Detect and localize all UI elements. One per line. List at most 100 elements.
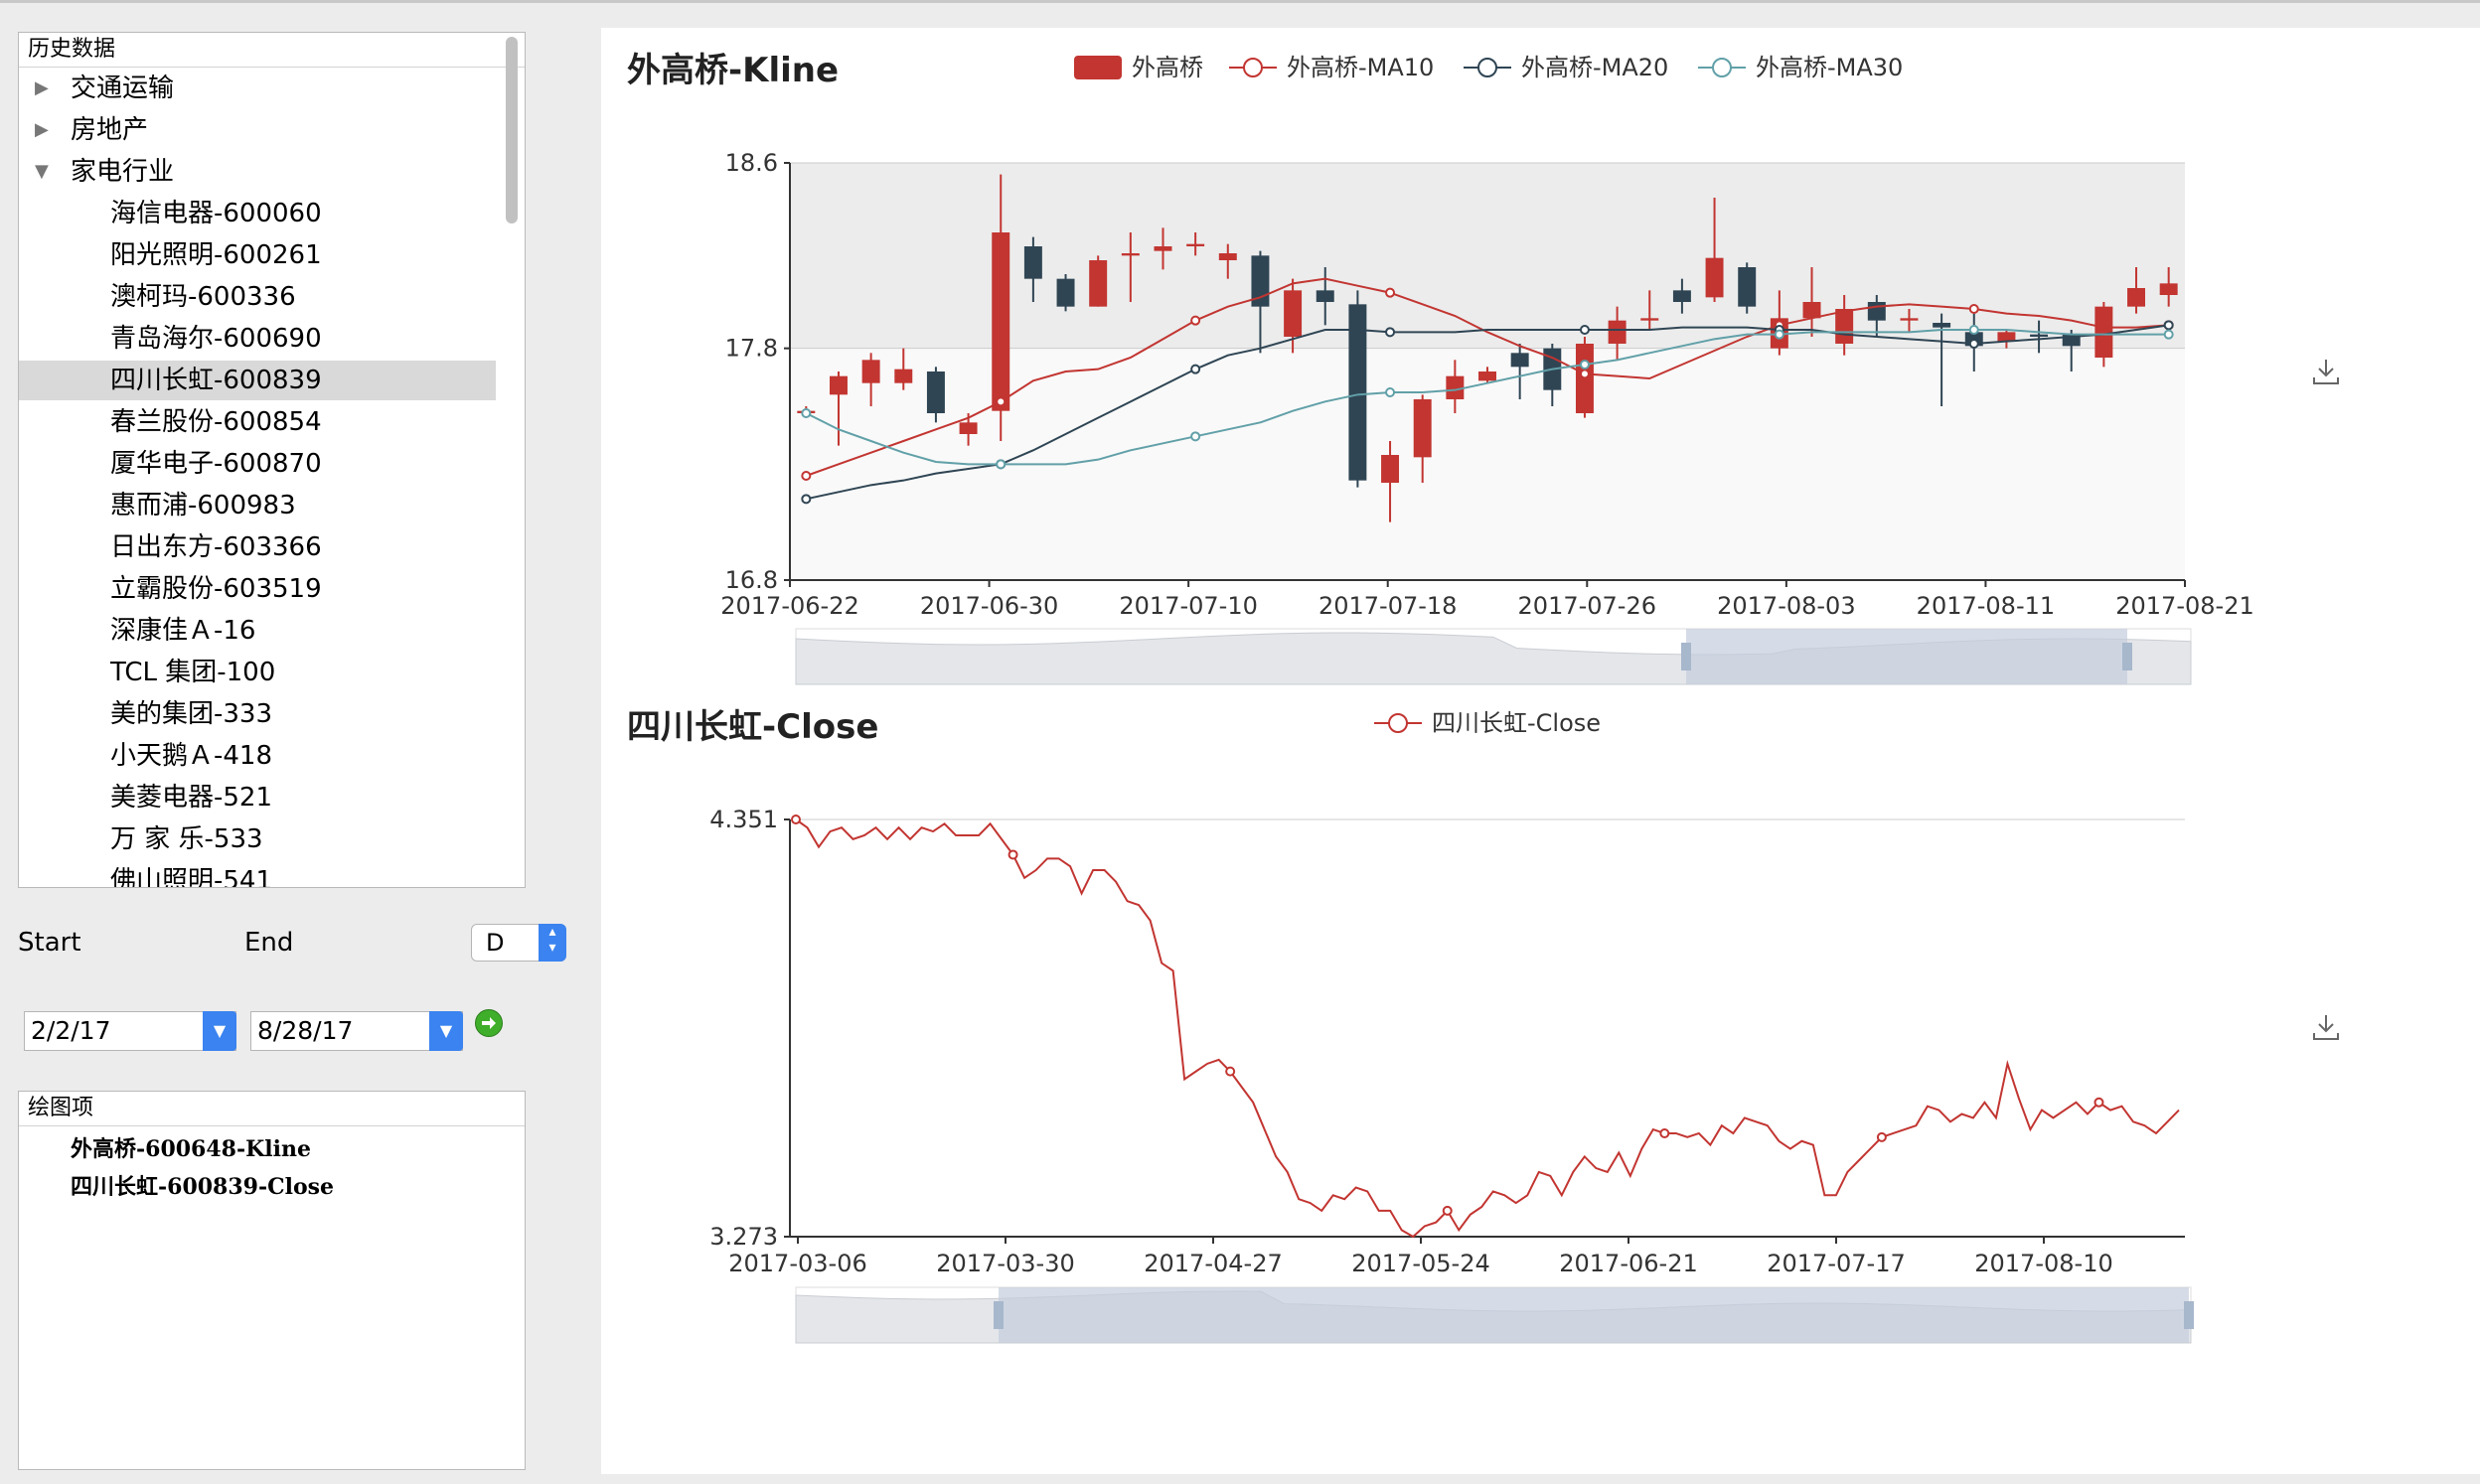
legend-marker xyxy=(1477,58,1497,77)
candle-body xyxy=(1316,290,1334,302)
close-point xyxy=(1659,1127,1670,1138)
tree-category-交通运输[interactable]: ▶ 交通运输 xyxy=(19,69,496,108)
datazoom-window xyxy=(999,1287,2189,1343)
plot-item[interactable]: 四川长虹-600839-Close xyxy=(71,1174,335,1200)
tree-item-stock-selected[interactable]: 四川长虹-600839 xyxy=(19,361,496,400)
legend-label: 外高桥-MA30 xyxy=(1756,54,1903,81)
tree-category-家电行业[interactable]: ▼ 家电行业 xyxy=(19,152,496,192)
tree-item-stock[interactable]: 青岛海尔-600690 xyxy=(19,319,496,359)
tree-header: 历史数据 xyxy=(19,33,525,68)
x-tick-label: 2017-06-30 xyxy=(920,592,1058,620)
candle-body xyxy=(894,369,913,383)
datazoom-handle xyxy=(1681,643,1691,670)
split-area-band xyxy=(790,163,2185,349)
download-icon[interactable] xyxy=(2310,1011,2342,1043)
candle-body xyxy=(1738,267,1757,307)
candle-body xyxy=(1933,323,1951,328)
x-tick-label: 2017-07-10 xyxy=(1119,592,1257,620)
datazoom-window xyxy=(1686,629,2127,684)
tree-scrollbar-thumb[interactable] xyxy=(506,37,518,223)
chevron-down-icon[interactable]: ▼ xyxy=(429,1011,463,1051)
datazoom-handle xyxy=(2184,1301,2194,1329)
candle-body xyxy=(959,422,978,434)
tree-item-stock[interactable]: TCL 集团-100 xyxy=(19,653,496,692)
updown-arrows-icon[interactable]: ▴ ▾ xyxy=(539,924,566,962)
tree-item-stock[interactable]: 海信电器-600060 xyxy=(19,194,496,233)
candle-body xyxy=(1284,290,1303,337)
tree-item-label: 深康佳Ａ-16 xyxy=(110,616,256,646)
tree-item-stock[interactable]: 澳柯玛-600336 xyxy=(19,277,496,317)
chart-title: 四川长虹-Close xyxy=(627,707,878,747)
datazoom-handle xyxy=(994,1301,1004,1329)
candle-body xyxy=(2062,334,2081,347)
candle-body xyxy=(1705,257,1724,298)
tree-item-label: 海信电器-600060 xyxy=(110,199,322,228)
tree-item-stock[interactable]: 日出东方-603366 xyxy=(19,527,496,567)
ma-point xyxy=(1774,329,1784,340)
close-point xyxy=(1876,1131,1887,1142)
tree-category-label: 交通运输 xyxy=(71,74,175,103)
tree-item-stock[interactable]: 万 家 乐-533 xyxy=(19,819,496,859)
start-date-field[interactable]: 2/2/17 ▼ xyxy=(24,1011,236,1051)
chevron-down-icon[interactable]: ▼ xyxy=(203,1011,236,1051)
ma-point xyxy=(801,408,812,418)
candle-body xyxy=(2094,306,2113,358)
tree-item-label: 小天鹅Ａ-418 xyxy=(110,741,273,771)
tree-category-房地产[interactable]: ▶ 房地产 xyxy=(19,110,496,150)
ma-point xyxy=(1579,369,1590,379)
tree-category-label: 房地产 xyxy=(71,115,149,145)
tree-item-stock[interactable]: 美菱电器-521 xyxy=(19,778,496,817)
tree-item-stock[interactable]: 阳光照明-600261 xyxy=(19,235,496,275)
y-tick-label: 17.8 xyxy=(725,335,778,363)
plot-item[interactable]: 外高桥-600648-Kline xyxy=(71,1136,311,1162)
tree-scrollbar[interactable] xyxy=(501,35,523,885)
x-tick-label: 2017-08-03 xyxy=(1717,592,1855,620)
tree-item-stock[interactable]: 立霸股份-603519 xyxy=(19,569,496,609)
close-point xyxy=(1008,849,1018,860)
tree-item-label: 惠而浦-600983 xyxy=(110,491,296,520)
candle-body xyxy=(2030,334,2049,337)
legend-candle-swatch xyxy=(1074,56,1122,79)
datazoom-handle xyxy=(2122,643,2132,670)
period-select[interactable]: D ▴ ▾ xyxy=(471,924,566,962)
candle-body xyxy=(1089,260,1108,307)
y-tick-label: 18.6 xyxy=(725,149,778,177)
x-tick-label: 2017-05-24 xyxy=(1351,1250,1489,1277)
candle-body xyxy=(1478,371,1496,381)
chart-area: 外高桥-Kline 外高桥 外高桥-MA10 外高桥-MA20 外高桥-MA30 18.6… xyxy=(601,28,2480,1474)
tree-item-label: 立霸股份-603519 xyxy=(110,574,322,604)
end-date-field[interactable]: 8/28/17 ▼ xyxy=(250,1011,463,1051)
tree-item-stock[interactable]: 惠而浦-600983 xyxy=(19,486,496,525)
tree-category-label: 家电行业 xyxy=(71,157,175,187)
candle-body xyxy=(992,232,1010,411)
expanded-triangle-icon[interactable]: ▼ xyxy=(35,161,49,182)
x-tick-label: 2017-07-17 xyxy=(1767,1250,1905,1277)
candle-body xyxy=(861,360,880,383)
legend-label: 外高桥 xyxy=(1132,54,1203,81)
go-button[interactable] xyxy=(475,1009,503,1037)
tree-item-stock[interactable]: 佛山照明-541 xyxy=(19,861,496,887)
candle-body xyxy=(1023,246,1042,279)
ma-point xyxy=(1968,339,1979,349)
ma-point xyxy=(1190,315,1201,326)
collapsed-triangle-icon[interactable]: ▶ xyxy=(35,77,49,98)
ma-line xyxy=(806,324,2169,501)
tree-item-stock[interactable]: 美的集团-333 xyxy=(19,694,496,734)
close-line xyxy=(795,818,2180,1239)
candle-body xyxy=(1154,246,1172,251)
ma-point xyxy=(1968,304,1979,314)
tree-item-label: 阳光照明-600261 xyxy=(110,240,322,270)
legend-label: 四川长虹-Close xyxy=(1432,709,1601,737)
tree-item-stock[interactable]: 厦华电子-600870 xyxy=(19,444,496,484)
candle-body xyxy=(1640,318,1659,321)
tree-item-stock[interactable]: 小天鹅Ａ-418 xyxy=(19,736,496,776)
y-tick-label: 16.8 xyxy=(725,566,778,594)
collapsed-triangle-icon[interactable]: ▶ xyxy=(35,119,49,140)
stock-tree-view[interactable]: 历史数据 ▶ 交通运输 ▶ 房地产 ▼ 家电行业 海信电器-600060 阳光照… xyxy=(18,32,526,888)
tree-item-stock[interactable]: 春兰股份-600854 xyxy=(19,402,496,442)
download-icon[interactable] xyxy=(2310,356,2342,387)
x-tick-label: 2017-04-27 xyxy=(1144,1250,1282,1277)
close-point xyxy=(2093,1097,2104,1108)
plot-items-list[interactable]: 绘图项 外高桥-600648-Kline 四川长虹-600839-Close xyxy=(18,1091,526,1470)
tree-item-stock[interactable]: 深康佳Ａ-16 xyxy=(19,611,496,651)
